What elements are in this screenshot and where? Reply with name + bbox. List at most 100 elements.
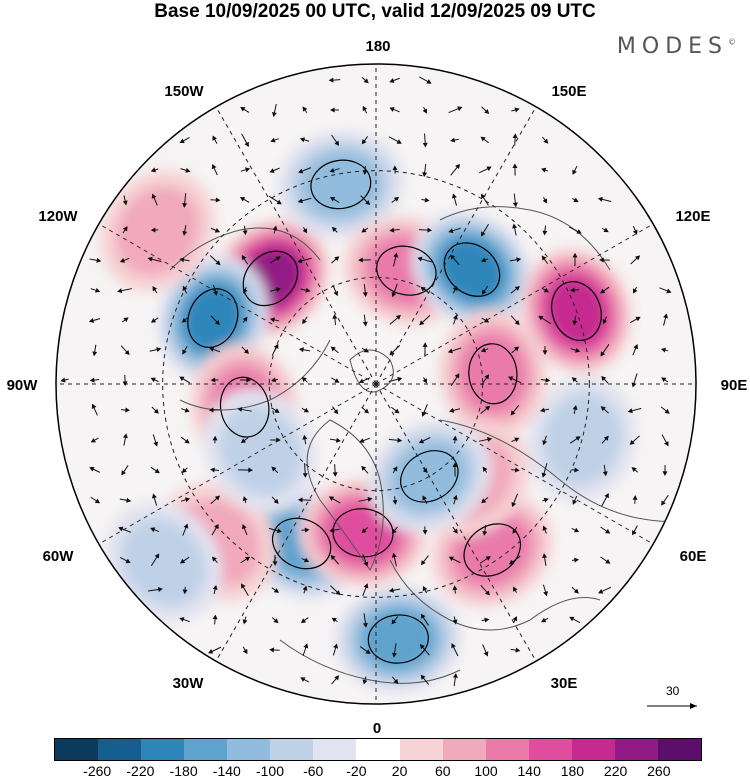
wind-arrow-head bbox=[242, 619, 248, 625]
label-180: 180 bbox=[365, 38, 390, 55]
wind-arrow-head bbox=[542, 350, 548, 356]
wind-arrow-head bbox=[569, 616, 575, 622]
label-0: 0 bbox=[373, 720, 381, 737]
label-60w: 60W bbox=[43, 548, 75, 565]
wind-arrow-head bbox=[512, 163, 518, 169]
wind-arrow-head bbox=[542, 553, 548, 559]
wind-arrow-head bbox=[389, 350, 395, 356]
contour-0 bbox=[242, 250, 299, 307]
wind-arrow-head bbox=[541, 472, 547, 478]
contour-3 bbox=[376, 245, 437, 296]
wind-arrow-head bbox=[542, 230, 548, 236]
wind-arrow-head bbox=[605, 528, 611, 534]
contour-2 bbox=[310, 159, 372, 210]
wind-arrow-head bbox=[153, 408, 159, 414]
wind-arrow-head bbox=[329, 527, 335, 533]
wind-arrow-head bbox=[333, 290, 339, 297]
wind-arrow-head bbox=[124, 349, 130, 356]
wind-arrow-head bbox=[664, 408, 670, 414]
wind-arrow-head bbox=[122, 226, 128, 232]
wind-arrow-head bbox=[125, 407, 131, 413]
contour-12 bbox=[367, 614, 429, 664]
wind-arrow-head bbox=[635, 255, 641, 261]
wind-arrow-head bbox=[421, 411, 427, 417]
wind-arrow-head bbox=[448, 228, 454, 234]
wind-arrow-head bbox=[538, 315, 544, 321]
wind-arrow-head bbox=[156, 347, 162, 353]
wind-arrow-head bbox=[661, 500, 666, 506]
modes-logo: MODES© bbox=[617, 34, 736, 59]
wind-arrow-head bbox=[303, 557, 310, 563]
wind-arrow-head bbox=[631, 467, 637, 472]
colorbar-bin-0 bbox=[55, 739, 99, 760]
wind-arrow-head bbox=[273, 498, 279, 504]
wind-arrow-head bbox=[515, 647, 521, 653]
wind-arrow-head bbox=[332, 472, 338, 477]
wind-arrow-head bbox=[573, 527, 580, 533]
wind-arrow-head bbox=[240, 438, 247, 444]
wind-arrow-head bbox=[304, 527, 310, 533]
wind-arrow-head bbox=[302, 585, 308, 591]
map-boundary bbox=[55, 63, 697, 705]
wind-arrow-head bbox=[514, 107, 520, 113]
colorbar-tick--260: -260 bbox=[83, 763, 112, 779]
wind-arrow-head bbox=[452, 314, 458, 320]
wind-arrow-head bbox=[241, 254, 247, 261]
wind-arrow-head bbox=[392, 165, 398, 171]
wind-arrow-head bbox=[248, 467, 253, 473]
colorbar-tick-220: 220 bbox=[603, 763, 628, 779]
meridian bbox=[215, 383, 377, 662]
label-150e: 150E bbox=[551, 83, 586, 100]
label-60e: 60E bbox=[680, 548, 707, 565]
wind-arrow-head bbox=[269, 317, 276, 323]
colorbar-tick-100: 100 bbox=[474, 763, 498, 779]
wind-arrow-head bbox=[601, 375, 607, 382]
wind-arrow-head bbox=[605, 559, 611, 564]
wind-arrow-head bbox=[151, 193, 157, 199]
wind-arrow-head bbox=[663, 313, 669, 319]
wind-arrow-head bbox=[147, 256, 153, 262]
meridian bbox=[375, 383, 537, 662]
wind-arrow-head bbox=[484, 374, 490, 380]
wind-arrow-head bbox=[452, 673, 458, 678]
wind-arrow-head bbox=[215, 260, 221, 266]
wind-arrow-head bbox=[424, 197, 430, 203]
wind-arrow-head bbox=[633, 344, 639, 350]
wind-arrow-head bbox=[208, 407, 214, 413]
wind-arrow-head bbox=[179, 257, 185, 263]
wind-arrow-head bbox=[362, 321, 368, 327]
wind-arrow-head bbox=[483, 317, 490, 323]
wind-arrow-head bbox=[420, 560, 426, 566]
wind-arrow-head bbox=[422, 142, 428, 148]
label-150w: 150W bbox=[164, 83, 204, 100]
wind-arrow-head bbox=[388, 587, 394, 593]
wind-arrow-head bbox=[273, 588, 280, 593]
wind-arrow-head bbox=[397, 376, 403, 382]
wind-arrow-head bbox=[362, 679, 368, 685]
wind-arrow-head bbox=[276, 437, 281, 443]
wind-arrow-head bbox=[480, 257, 487, 263]
wind-arrow-head bbox=[393, 252, 399, 258]
wind-arrow-head bbox=[297, 497, 303, 503]
contour-13 bbox=[463, 523, 522, 577]
wind-arrow-head bbox=[150, 167, 156, 173]
wind-arrow-head bbox=[126, 497, 132, 503]
wind-arrow-head bbox=[664, 441, 669, 447]
wind-arrow-head bbox=[152, 286, 158, 292]
wind-arrow-head bbox=[485, 556, 491, 561]
wind-arrow-head bbox=[391, 552, 397, 558]
wind-arrow-head bbox=[358, 378, 365, 384]
colorbar-tick-260: 260 bbox=[647, 763, 671, 779]
wind-arrow-head bbox=[297, 198, 303, 204]
wind-arrow-head bbox=[329, 196, 336, 202]
colorbar-tick-60: 60 bbox=[435, 763, 451, 779]
colorbar-bin-1 bbox=[98, 739, 142, 760]
wind-arrow-head bbox=[545, 377, 551, 383]
wind-arrow-head bbox=[511, 501, 517, 508]
wind-arrow-head bbox=[541, 167, 547, 173]
wind-arrow-head bbox=[450, 137, 456, 143]
wind-arrow-head bbox=[393, 678, 399, 685]
wind-arrow-head bbox=[542, 525, 548, 531]
wind-arrow-head bbox=[212, 614, 218, 620]
wind-arrow-head bbox=[298, 347, 304, 353]
